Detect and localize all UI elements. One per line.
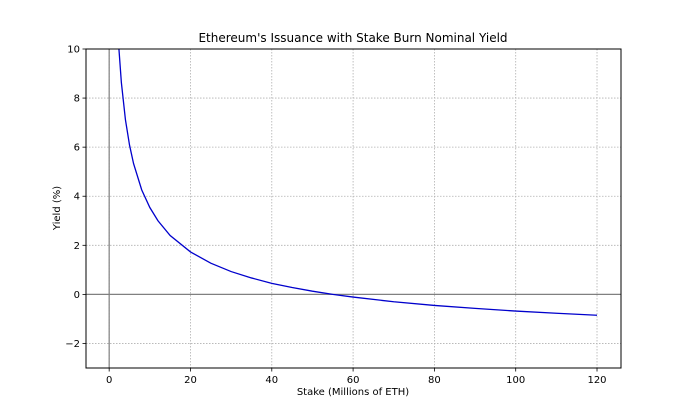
y-axis-label: Yield (%) (52, 186, 63, 231)
y-tick-label: 10 (67, 45, 80, 56)
chart-title: Ethereum's Issuance with Stake Burn Nomi… (198, 31, 507, 45)
y-tick-label: −2 (65, 339, 80, 350)
reference-lines (86, 49, 621, 368)
x-tick-label: 120 (587, 375, 606, 386)
x-axis-ticks: 0 20 40 60 80 100 120 (106, 368, 607, 386)
y-tick-label: 6 (74, 143, 80, 154)
y-tick-label: 0 (74, 290, 80, 301)
y-axis-ticks: −2 0 2 4 6 8 10 (65, 45, 86, 350)
x-axis-label: Stake (Millions of ETH) (297, 387, 409, 398)
x-tick-label: 100 (506, 375, 525, 386)
y-tick-label: 4 (74, 192, 80, 203)
x-tick-label: 80 (428, 375, 441, 386)
data-series (118, 49, 598, 316)
x-tick-label: 0 (106, 375, 112, 386)
x-tick-label: 20 (184, 375, 197, 386)
y-tick-label: 2 (74, 241, 80, 252)
x-tick-label: 40 (265, 375, 278, 386)
plot-frame (85, 48, 622, 369)
x-tick-label: 60 (347, 375, 360, 386)
y-tick-label: 8 (74, 94, 80, 105)
yield-curve-line (118, 49, 598, 316)
grid-lines (86, 48, 621, 368)
